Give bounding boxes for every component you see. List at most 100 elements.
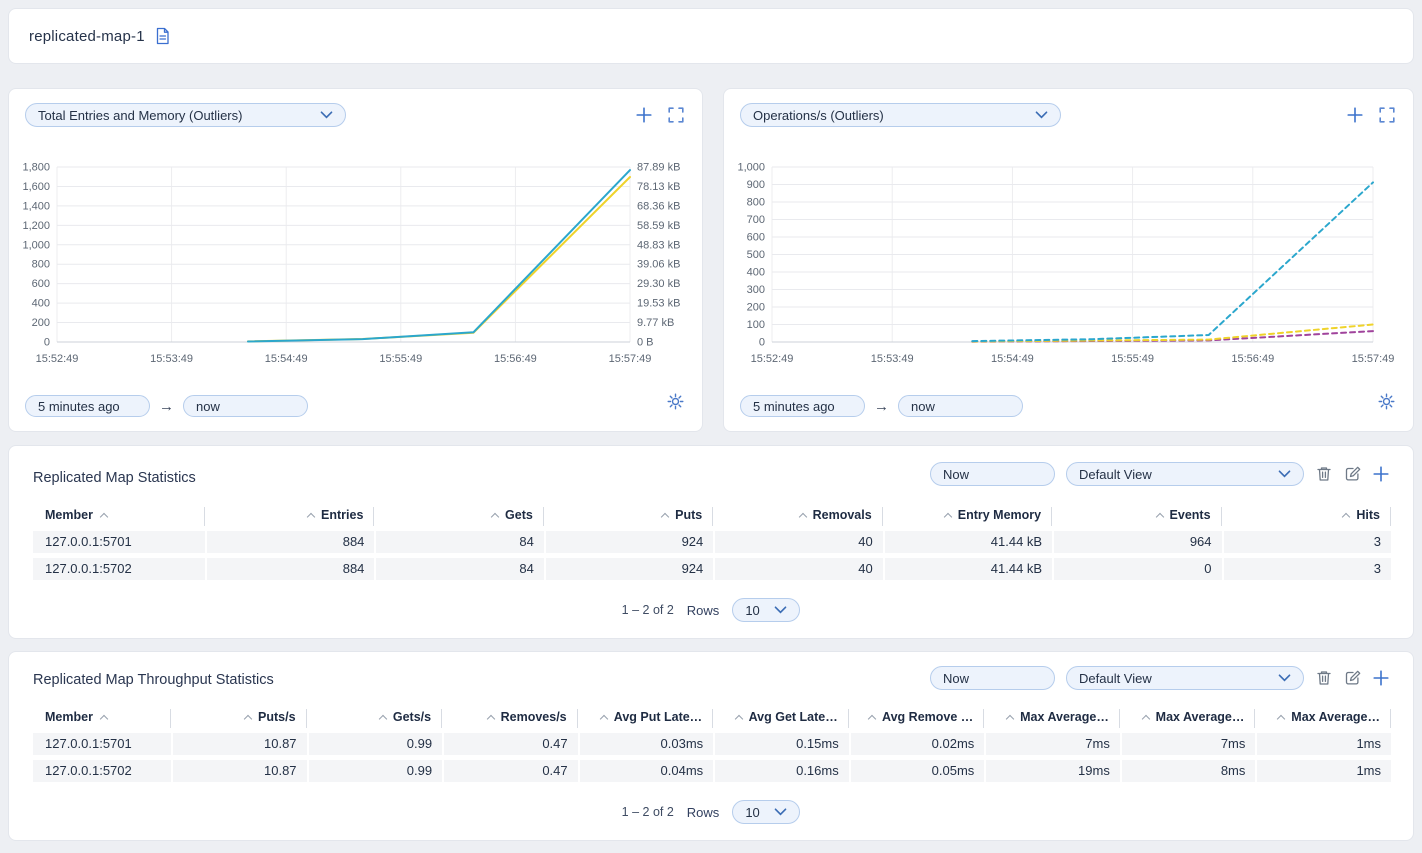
metric-select[interactable]: Operations/s (Outliers) xyxy=(740,103,1061,127)
axis-tick-label: 68.36 kB xyxy=(637,200,680,212)
table-time-input[interactable]: Now xyxy=(930,462,1055,486)
pagination-range: 1 – 2 of 2 xyxy=(622,805,674,819)
table-cell: 0.02ms xyxy=(849,733,985,755)
rows-per-page-select[interactable]: 10 xyxy=(732,598,800,622)
sort-caret-icon xyxy=(944,511,953,519)
column-label: Gets xyxy=(505,508,533,522)
chart-settings-button[interactable] xyxy=(667,393,684,415)
column-label: Entry Memory xyxy=(958,508,1041,522)
column-label: Avg Get Late… xyxy=(749,710,838,724)
axis-tick-label: 15:52:49 xyxy=(751,353,794,365)
column-header[interactable]: Puts/s xyxy=(171,709,307,728)
column-header[interactable]: Member xyxy=(33,507,205,526)
column-header[interactable]: Avg Put Late… xyxy=(578,709,714,728)
edit-view-button[interactable] xyxy=(1344,669,1362,687)
pagination-range: 1 – 2 of 2 xyxy=(622,603,674,617)
chevron-down-icon xyxy=(774,808,787,816)
column-header[interactable]: Entry Memory xyxy=(883,507,1052,526)
chevron-down-icon xyxy=(774,606,787,614)
table-time-input[interactable]: Now xyxy=(930,666,1055,690)
sort-caret-icon xyxy=(1006,713,1015,721)
time-from-input[interactable]: 5 minutes ago xyxy=(25,395,150,417)
delete-view-button[interactable] xyxy=(1315,465,1333,483)
column-header[interactable]: Removals xyxy=(713,507,882,526)
axis-tick-label: 78.13 kB xyxy=(637,181,680,193)
column-label: Gets/s xyxy=(393,710,431,724)
column-header[interactable]: Max Average… xyxy=(1255,709,1391,728)
table-cell: 1ms xyxy=(1255,733,1391,755)
axis-tick-label: 15:55:49 xyxy=(1111,353,1154,365)
table-title: Replicated Map Throughput Statistics xyxy=(33,672,274,688)
column-header[interactable]: Hits xyxy=(1222,507,1391,526)
column-header[interactable]: Avg Get Late… xyxy=(713,709,849,728)
view-select[interactable]: Default View xyxy=(1066,462,1304,486)
add-table-button[interactable] xyxy=(1373,466,1389,482)
column-header[interactable]: Puts xyxy=(544,507,713,526)
rows-per-page-select[interactable]: 10 xyxy=(732,800,800,824)
time-from-input[interactable]: 5 minutes ago xyxy=(740,395,865,417)
rows-per-page-value: 10 xyxy=(745,805,759,820)
column-header[interactable]: Removes/s xyxy=(442,709,578,728)
column-label: Avg Remove … xyxy=(882,710,973,724)
time-to-value: now xyxy=(911,399,935,414)
table-cell: 127.0.0.1:5702 xyxy=(33,760,171,782)
column-header[interactable]: Gets xyxy=(374,507,543,526)
table-cell: 10.87 xyxy=(171,733,307,755)
axis-tick-label: 1,000 xyxy=(22,239,50,251)
time-to-input[interactable]: now xyxy=(183,395,308,417)
column-header[interactable]: Gets/s xyxy=(307,709,443,728)
table-cell: 84 xyxy=(374,531,543,553)
column-header[interactable]: Events xyxy=(1052,507,1221,526)
chart-settings-button[interactable] xyxy=(1378,393,1395,415)
axis-tick-label: 400 xyxy=(32,298,50,310)
add-chart-button[interactable] xyxy=(636,107,652,123)
document-icon[interactable] xyxy=(154,27,171,45)
rows-per-page-value: 10 xyxy=(745,603,759,618)
axis-tick-label: 9.77 kB xyxy=(637,317,674,329)
table-row[interactable]: 127.0.0.1:570110.870.990.470.03ms0.15ms0… xyxy=(33,733,1391,755)
chart-panel-operations: Operations/s (Outliers) 15:52:4915:53:49… xyxy=(723,88,1414,432)
add-chart-button[interactable] xyxy=(1347,107,1363,123)
time-from-value: 5 minutes ago xyxy=(38,399,120,414)
delete-view-button[interactable] xyxy=(1315,669,1333,687)
time-to-input[interactable]: now xyxy=(898,395,1023,417)
table-cell: 0.04ms xyxy=(578,760,714,782)
sort-caret-icon xyxy=(799,511,808,519)
gear-icon xyxy=(1378,393,1395,410)
fullscreen-button[interactable] xyxy=(1379,107,1395,123)
chart-panel-entries-memory: Total Entries and Memory (Outliers) 15:5… xyxy=(8,88,703,432)
table-title: Replicated Map Statistics xyxy=(33,470,196,486)
edit-icon xyxy=(1344,465,1362,483)
axis-tick-label: 600 xyxy=(32,278,50,290)
view-select[interactable]: Default View xyxy=(1066,666,1304,690)
axis-tick-label: 1,600 xyxy=(22,181,50,193)
table-cell: 884 xyxy=(205,531,374,553)
sort-caret-icon xyxy=(661,511,670,519)
table-row[interactable]: 127.0.0.1:570210.870.990.470.04ms0.16ms0… xyxy=(33,760,1391,782)
table-row[interactable]: 127.0.0.1:5701884849244041.44 kB9643 xyxy=(33,531,1391,553)
table-cell: 1ms xyxy=(1255,760,1391,782)
axis-tick-label: 1,800 xyxy=(22,162,50,174)
table-cell: 0.47 xyxy=(442,733,578,755)
column-header[interactable]: Entries xyxy=(205,507,374,526)
table-cell: 884 xyxy=(205,558,374,580)
table-row[interactable]: 127.0.0.1:5702884849244041.44 kB03 xyxy=(33,558,1391,580)
table-cell: 7ms xyxy=(984,733,1120,755)
column-header[interactable]: Member xyxy=(33,709,171,728)
add-table-button[interactable] xyxy=(1373,670,1389,686)
axis-tick-label: 58.59 kB xyxy=(637,220,680,232)
column-header[interactable]: Max Average… xyxy=(1120,709,1256,728)
sort-caret-icon xyxy=(600,713,609,721)
table-cell: 3 xyxy=(1222,531,1391,553)
fullscreen-button[interactable] xyxy=(668,107,684,123)
metric-select[interactable]: Total Entries and Memory (Outliers) xyxy=(25,103,346,127)
axis-tick-label: 87.89 kB xyxy=(637,162,680,174)
line-chart-entries-memory: 15:52:4915:53:4915:54:4915:55:4915:56:49… xyxy=(15,155,698,370)
edit-view-button[interactable] xyxy=(1344,465,1362,483)
column-header[interactable]: Avg Remove … xyxy=(849,709,985,728)
arrow-right-icon: → xyxy=(874,398,889,415)
column-header[interactable]: Max Average… xyxy=(984,709,1120,728)
page-header: replicated-map-1 xyxy=(8,8,1414,64)
axis-tick-label: 15:56:49 xyxy=(494,353,537,365)
axis-tick-label: 29.30 kB xyxy=(637,278,680,290)
